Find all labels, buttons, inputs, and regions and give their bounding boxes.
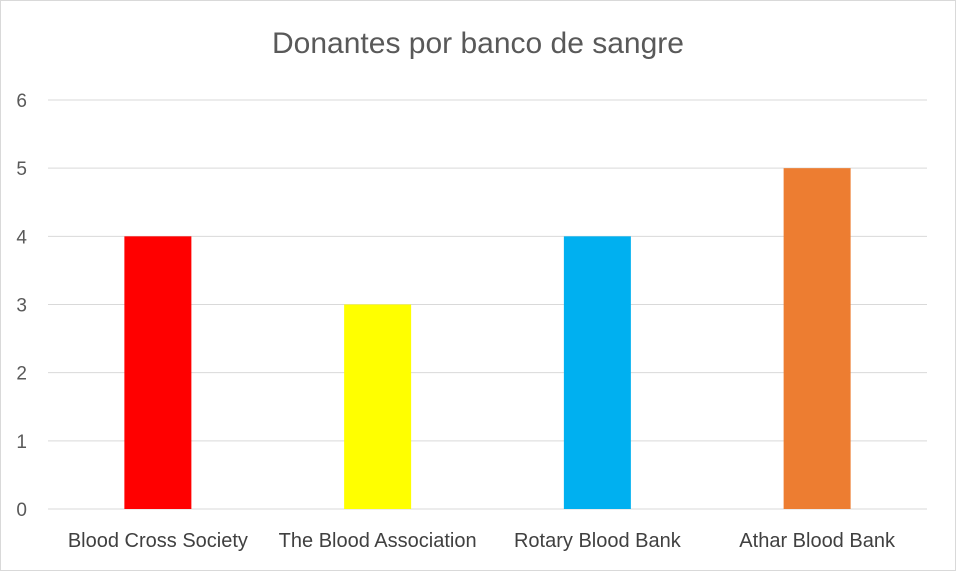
x-category-label: Athar Blood Bank: [739, 530, 896, 552]
y-tick-label: 4: [16, 227, 27, 248]
bar: [783, 168, 851, 509]
chart-title: Donantes por banco de sangre: [272, 27, 684, 60]
bar: [344, 304, 412, 509]
bar: [563, 236, 631, 510]
x-category-label: The Blood Association: [279, 530, 477, 552]
y-tick-label: 3: [16, 296, 27, 317]
y-tick-label: 0: [16, 500, 27, 521]
y-tick-label: 5: [16, 159, 27, 180]
y-tick-label: 6: [16, 91, 27, 112]
y-tick-label: 2: [16, 364, 27, 385]
x-category-label: Blood Cross Society: [68, 530, 248, 552]
y-tick-label: 1: [16, 432, 27, 453]
bar: [124, 236, 192, 510]
x-category-label: Rotary Blood Bank: [514, 530, 682, 552]
